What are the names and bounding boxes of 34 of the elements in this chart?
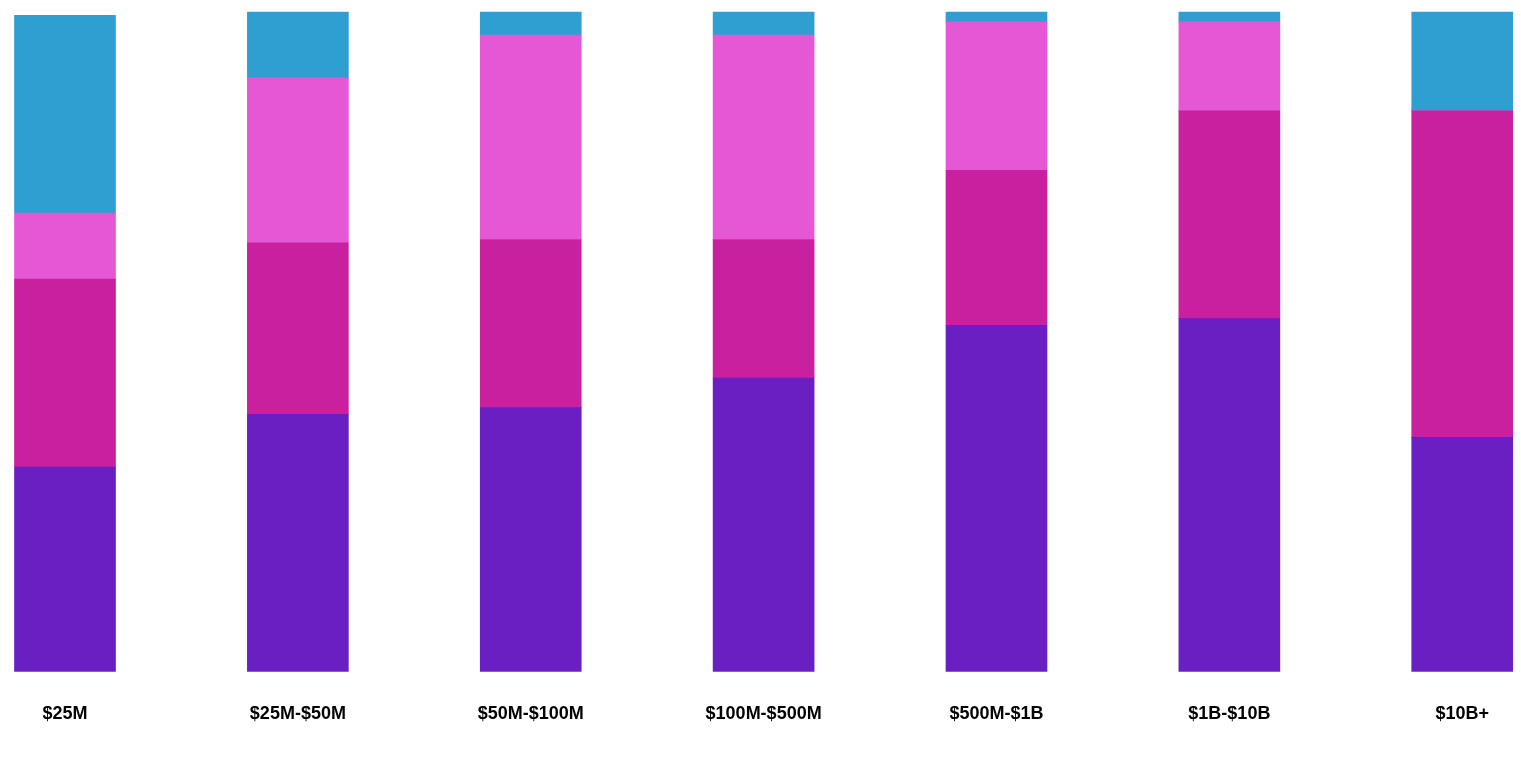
bar [14,212,116,280]
bar [14,278,116,468]
x-tick-label: $25M [42,703,88,724]
x-tick-label: $10B+ [1435,703,1489,724]
bar [247,77,349,244]
x-tick-label: $25M-$50M [249,703,346,724]
bar [479,34,582,240]
bar [1178,110,1281,319]
x-tick-label: $1B-$10B [1188,703,1271,724]
bar [14,466,116,672]
bar [712,239,815,379]
bar [945,324,1048,672]
bar [247,242,349,415]
bar [247,11,349,79]
bar [14,14,116,214]
bar [712,377,815,672]
bar [945,21,1048,171]
x-tick-label: $100M-$500M [705,703,822,724]
x-tick-label: $500M-$1B [949,703,1044,724]
bar [1178,318,1281,672]
bar [945,169,1048,326]
bar [479,239,582,408]
bar [945,11,1048,23]
bar [712,34,815,240]
bar [1411,436,1514,672]
bar [247,413,349,672]
bar [712,11,815,36]
bar [1178,11,1281,23]
bar [1178,21,1281,112]
x-tick-label: $50M-$100M [477,703,584,724]
bar [1411,110,1514,438]
bar [479,407,582,672]
bar [479,11,582,36]
bar [1411,11,1514,112]
